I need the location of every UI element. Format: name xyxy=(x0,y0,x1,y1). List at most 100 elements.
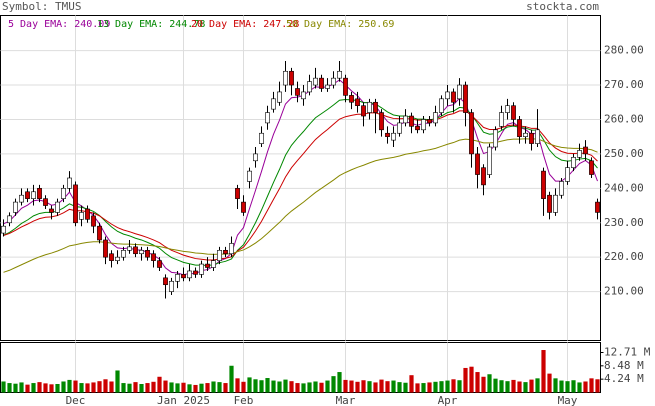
volume-bar xyxy=(481,376,486,393)
legend-entry: 5 Day EMA: 240.09 xyxy=(8,19,110,30)
candle-body xyxy=(283,70,288,86)
volume-bar xyxy=(73,380,78,393)
legend-entry: 50 Day EMA: 250.69 xyxy=(286,19,394,30)
volume-bar xyxy=(289,381,294,393)
candle-body xyxy=(7,215,12,224)
candle-body xyxy=(187,270,192,279)
volume-bar xyxy=(91,382,96,393)
candle-body xyxy=(193,270,198,275)
volume-bar xyxy=(595,379,600,393)
volume-bar xyxy=(103,379,108,393)
candle-body xyxy=(553,194,558,213)
candle-body xyxy=(499,112,504,127)
volume-bar xyxy=(151,381,156,393)
candle-body xyxy=(529,132,534,144)
volume-bar xyxy=(133,382,138,393)
candle-body xyxy=(277,91,282,103)
candle-body xyxy=(415,126,420,131)
candle-body xyxy=(217,249,222,261)
candle-body xyxy=(31,191,36,199)
volume-bar xyxy=(439,381,444,393)
candle-body xyxy=(451,91,456,103)
y-tick-label: 250.00 xyxy=(604,147,644,160)
candle-body xyxy=(145,249,150,258)
candle-body xyxy=(253,153,258,162)
candle-body xyxy=(109,253,114,261)
volume-bar xyxy=(505,381,510,393)
symbol: Symbol: TMUS xyxy=(2,0,81,13)
source: stockta.com xyxy=(526,0,599,13)
volume-bar xyxy=(211,381,216,393)
candle-body xyxy=(595,201,600,213)
volume-bar xyxy=(193,384,198,393)
volume-bar xyxy=(355,381,360,393)
volume-bar xyxy=(55,384,60,393)
volume-bar xyxy=(535,378,540,393)
candle-body xyxy=(505,105,510,113)
volume-bar xyxy=(277,381,282,393)
volume-bar xyxy=(79,383,84,393)
volume-bar xyxy=(169,382,174,393)
volume-bar xyxy=(1,381,6,393)
volume-bar xyxy=(307,382,312,393)
volume-bar xyxy=(589,378,594,393)
volume-bar xyxy=(445,380,450,393)
volume-bar xyxy=(409,375,414,393)
x-tick-label: Mar xyxy=(336,394,356,406)
candle-body xyxy=(385,132,390,137)
candle-body xyxy=(457,84,462,100)
volume-bar xyxy=(331,376,336,393)
y-tick-label: 260.00 xyxy=(604,112,644,125)
candle-body xyxy=(361,105,366,117)
candle-body xyxy=(409,115,414,127)
volume-bar xyxy=(199,383,204,393)
volume-bar xyxy=(37,382,42,393)
volume-bar xyxy=(97,381,102,393)
volume-bar xyxy=(457,380,462,393)
candle-body xyxy=(259,132,264,144)
candle-body xyxy=(403,115,408,124)
candle-body xyxy=(439,98,444,113)
candle-body xyxy=(175,274,180,282)
y-tick-label: 240.00 xyxy=(604,181,644,194)
candle-body xyxy=(265,112,270,124)
candle-body xyxy=(49,208,54,213)
volume-bar xyxy=(397,382,402,393)
volume-bar xyxy=(229,365,234,393)
volume-bar xyxy=(553,378,558,393)
volume-bar xyxy=(241,381,246,393)
candle-body xyxy=(343,77,348,96)
candle-body xyxy=(43,198,48,206)
volume-bar xyxy=(565,381,570,393)
volume-bar xyxy=(415,383,420,393)
volume-bar xyxy=(571,380,576,393)
candle-body xyxy=(445,91,450,100)
volume-bar xyxy=(85,383,90,393)
candle-body xyxy=(367,101,372,113)
volume-bar xyxy=(109,381,114,393)
volume-bar xyxy=(349,380,354,393)
candle-body xyxy=(511,105,516,120)
x-tick-label: Dec xyxy=(66,394,86,406)
volume-bar xyxy=(487,374,492,393)
volume-bar xyxy=(469,366,474,393)
volume-bar xyxy=(403,382,408,393)
volume-bar xyxy=(217,382,222,393)
candle-body xyxy=(55,201,60,213)
candle-body xyxy=(163,277,168,286)
candle-body xyxy=(349,95,354,103)
volume-bar xyxy=(175,383,180,393)
candle-body xyxy=(379,112,384,131)
candle-body xyxy=(559,181,564,196)
legend-entry: 13 Day EMA: 244.78 xyxy=(97,19,205,30)
volume-bar xyxy=(205,383,210,393)
candle-body xyxy=(355,98,360,107)
candle-body xyxy=(583,146,588,155)
candle-body xyxy=(79,212,84,220)
candle-body xyxy=(589,160,594,175)
candle-body xyxy=(133,246,138,255)
candle-body xyxy=(469,112,474,155)
candle-body xyxy=(199,263,204,275)
volume-bar xyxy=(223,383,228,393)
